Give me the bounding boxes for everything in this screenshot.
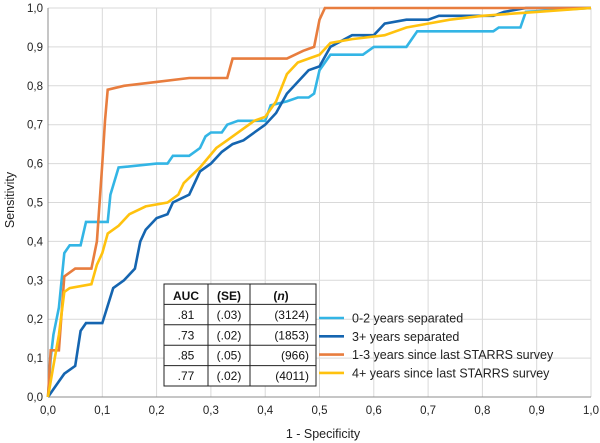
table-header-se: (SE) <box>217 289 241 303</box>
x-tick-label: 0,7 <box>420 405 436 417</box>
table-cell-se: (.05) <box>217 349 242 363</box>
legend-entry: 0-2 years separated <box>319 312 463 326</box>
grid-lines <box>48 7 592 397</box>
y-tick-label: 1,0 <box>27 3 43 15</box>
y-tick-label: 0,9 <box>27 42 43 54</box>
legend: 0-2 years separated 3+ years separated 1-3… <box>319 312 554 380</box>
y-axis-title: Sensitivity <box>3 171 17 228</box>
table-cell-auc: .77 <box>178 369 195 383</box>
table-header-n-close: ) <box>285 289 289 303</box>
table-row: .85 (.05) (966) <box>178 349 309 363</box>
auc-table: AUC (SE) (n) .81 (.03) (3124) .73 (.02) (1853… <box>163 283 317 387</box>
table-cell-n: (1853) <box>274 328 309 342</box>
table-cell-auc: .73 <box>178 328 195 342</box>
x-tick-label: 0,1 <box>94 405 110 417</box>
legend-entry: 1-3 years since last STARRS survey <box>319 348 554 362</box>
x-tick-label: 0,9 <box>529 405 545 417</box>
y-tick-label: 0,3 <box>27 275 43 287</box>
table-cell-auc: .81 <box>178 308 195 322</box>
legend-label: 4+ years since last STARRS survey <box>352 366 550 380</box>
table-frame <box>163 283 317 387</box>
table-lines <box>164 284 316 386</box>
table-header-n-var: n <box>277 289 284 303</box>
table-cell-n: (3124) <box>274 308 309 322</box>
axes <box>47 8 591 398</box>
series-lines <box>46 6 592 398</box>
legend-entry: 4+ years since last STARRS survey <box>319 366 550 380</box>
x-tick-label: 0,0 <box>40 405 56 417</box>
x-tick-label: 0,3 <box>203 405 219 417</box>
y-tick-label: 0,1 <box>27 353 43 365</box>
table-cell-se: (.03) <box>217 308 242 322</box>
table-row: .81 (.03) (3124) <box>178 308 309 322</box>
table-cell-auc: .85 <box>178 349 195 363</box>
y-tick-label: 0,8 <box>27 81 43 93</box>
series-line-1 <box>46 6 592 398</box>
table-cell-se: (.02) <box>217 328 242 342</box>
table-cell-se: (.02) <box>217 369 242 383</box>
table-rows: .81 (.03) (3124) .73 (.02) (1853) .85 (.05) (966… <box>178 308 309 383</box>
x-tick-labels: 0,0 0,1 0,2 0,3 0,4 0,5 0,6 0,7 0,8 0,9 1,0 <box>40 405 599 417</box>
y-tick-label: 0,7 <box>27 120 43 132</box>
table-header-auc: AUC <box>173 289 199 303</box>
legend-label: 1-3 years since last STARRS survey <box>352 348 554 362</box>
legend-entry: 3+ years separated <box>319 330 459 344</box>
series-line-2 <box>46 6 591 398</box>
y-tick-labels: 0,0 0,1 0,2 0,3 0,4 0,5 0,6 0,7 0,8 0,9 1,0 <box>27 3 44 404</box>
x-tick-label: 1,0 <box>583 405 599 417</box>
legend-label: 0-2 years separated <box>352 312 463 326</box>
x-tick-label: 0,4 <box>257 405 274 417</box>
x-axis-title: 1 - Specificity <box>286 427 361 441</box>
table-row: .77 (.02) (4011) <box>178 369 309 383</box>
legend-label: 3+ years separated <box>352 330 459 344</box>
table-header-n-open: ( <box>273 289 277 303</box>
y-tick-label: 0,5 <box>27 198 43 210</box>
x-tick-label: 0,5 <box>312 405 328 417</box>
table-header-n: (n) <box>273 289 288 303</box>
y-tick-label: 0,6 <box>27 159 43 171</box>
table-cell-n: (966) <box>281 349 309 363</box>
y-tick-label: 0,2 <box>27 314 43 326</box>
series-line-4 <box>46 6 592 398</box>
table-cell-n: (4011) <box>275 369 309 383</box>
table-row: .73 (.02) (1853) <box>178 328 309 342</box>
y-tick-label: 0,4 <box>27 236 44 248</box>
x-tick-label: 0,6 <box>366 405 382 417</box>
series-line-3 <box>46 6 591 398</box>
x-tick-label: 0,2 <box>149 405 165 417</box>
x-tick-label: 0,8 <box>474 405 490 417</box>
y-tick-label: 0,0 <box>27 392 43 404</box>
